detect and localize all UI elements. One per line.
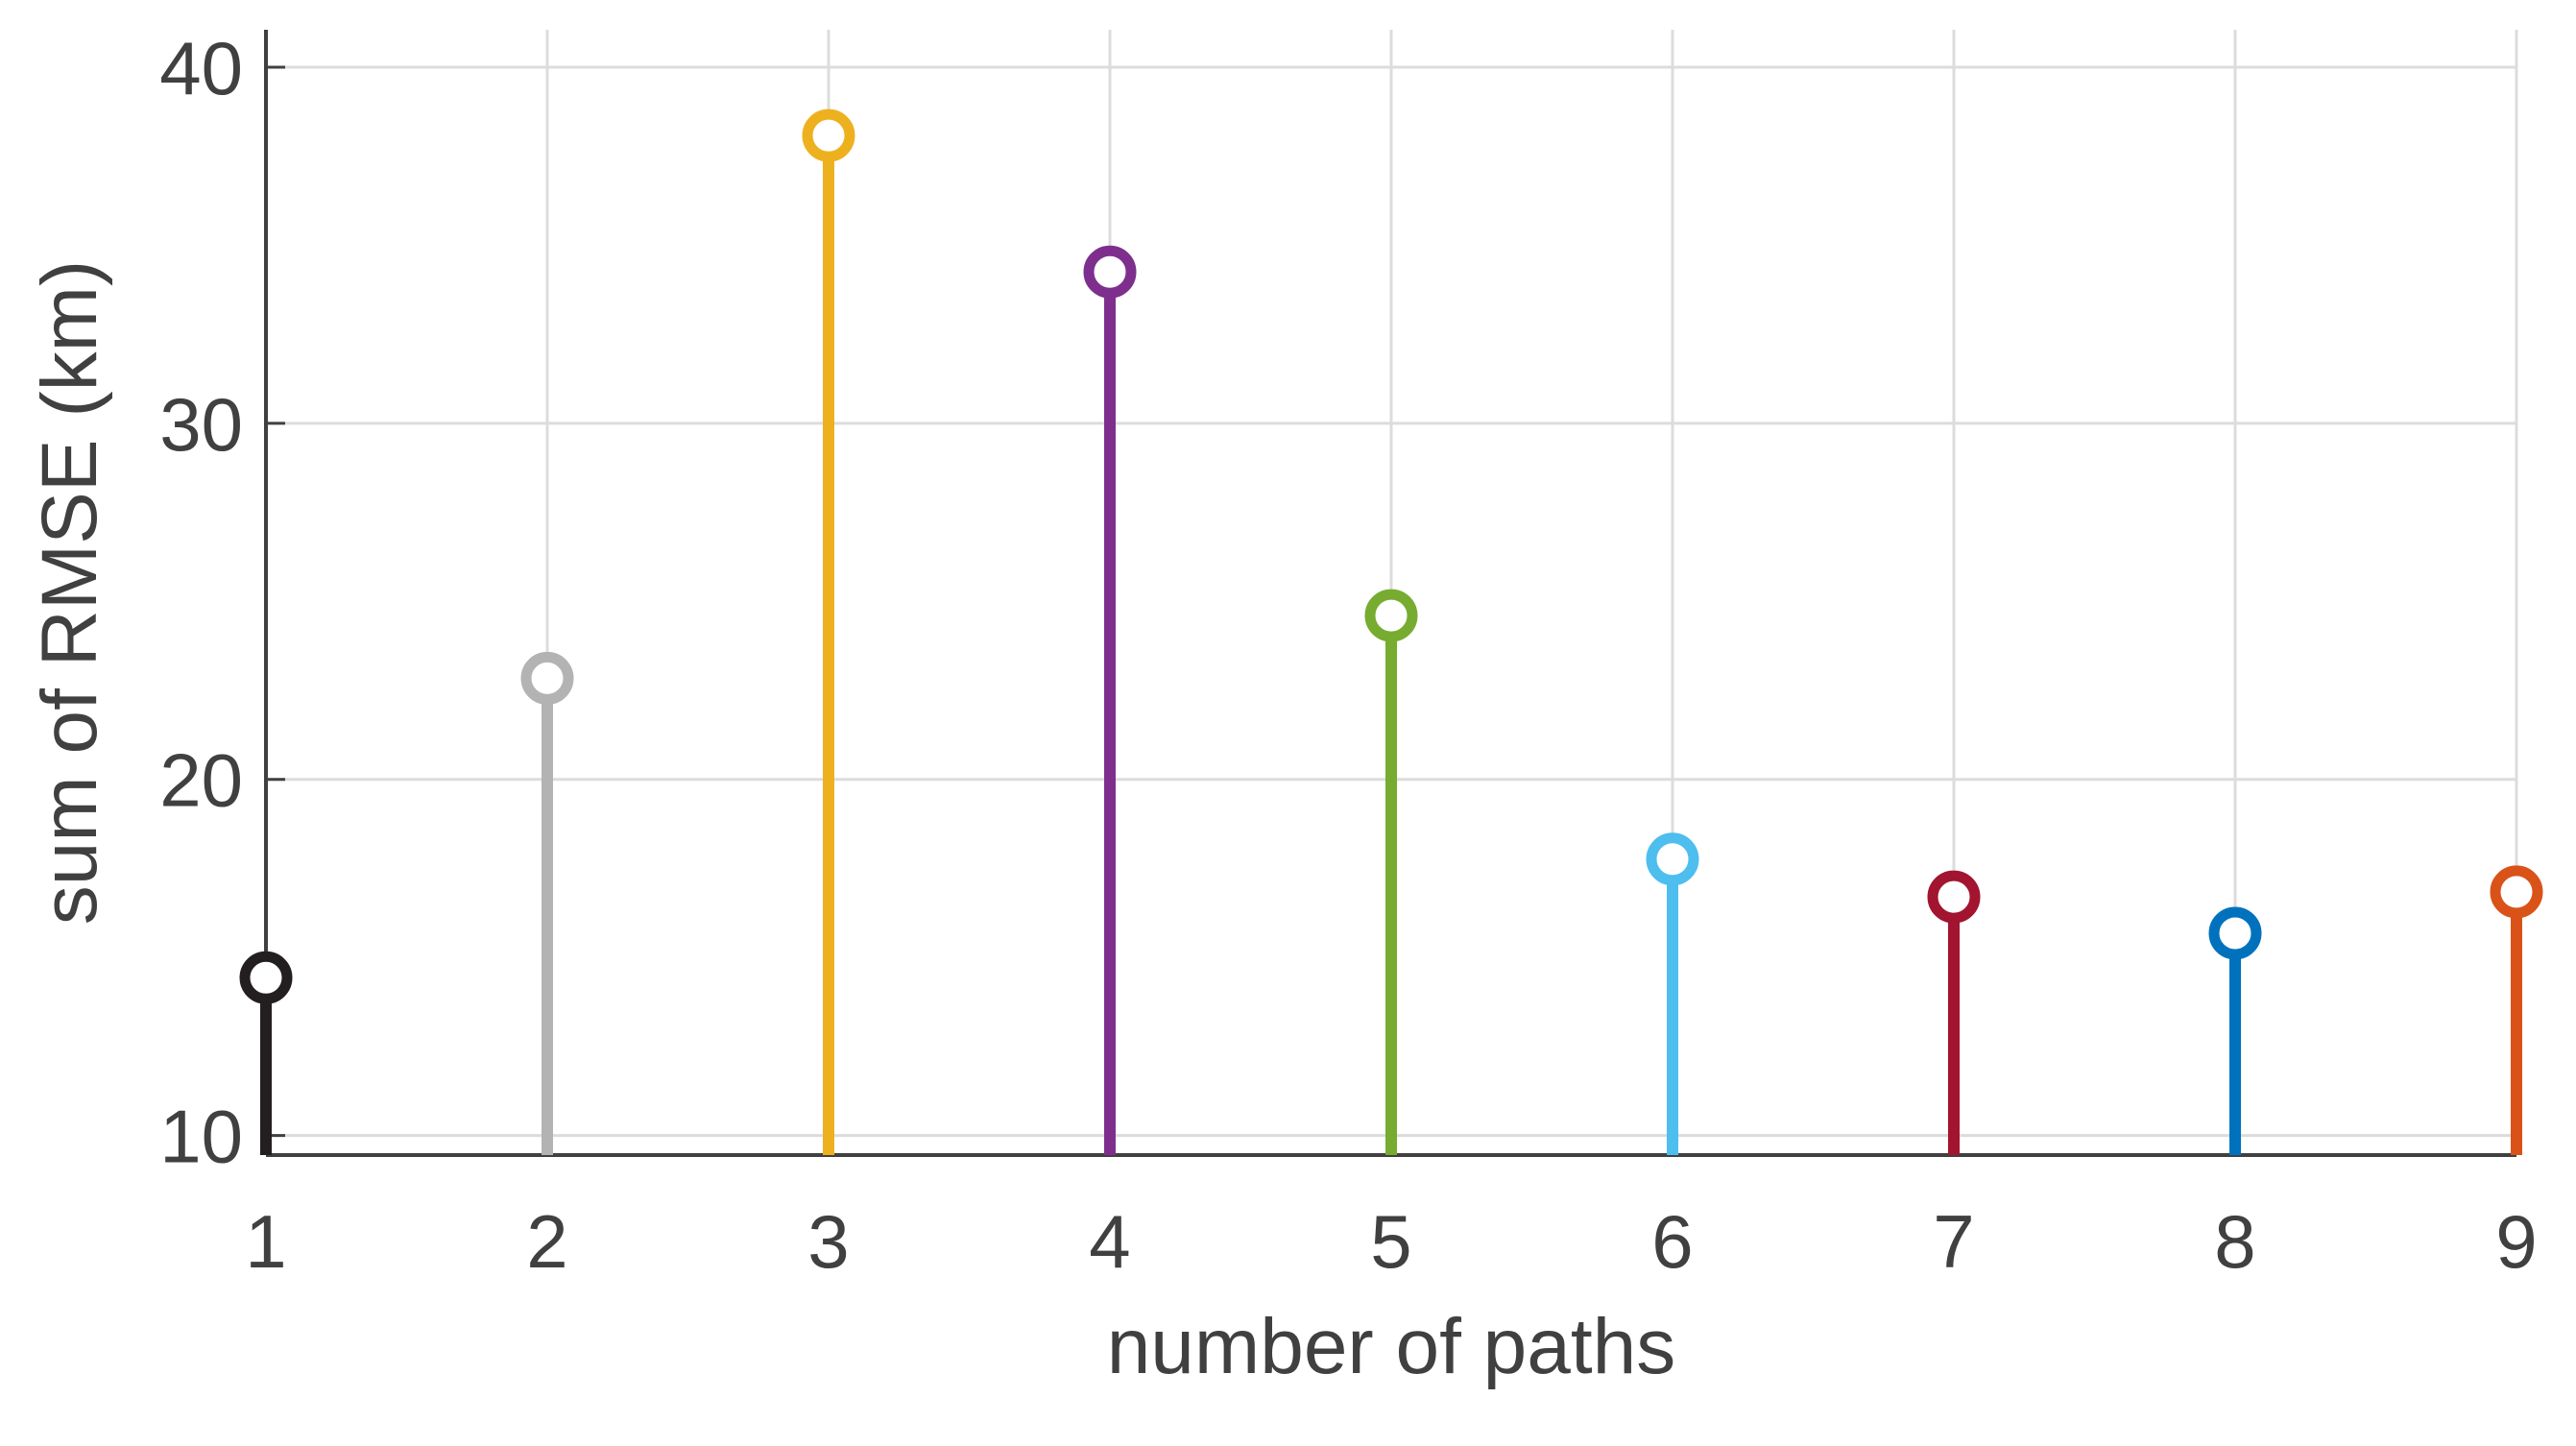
x-axis-label: number of paths <box>1107 1303 1676 1390</box>
y-tick-label: 40 <box>159 26 243 110</box>
stem-marker <box>1927 870 1981 924</box>
x-tick-label: 6 <box>1651 1199 1693 1284</box>
stem-marker <box>520 651 574 705</box>
x-tick-label: 9 <box>2495 1199 2537 1284</box>
stem-marker <box>2490 865 2543 919</box>
x-tick-label: 1 <box>245 1199 286 1284</box>
stem-marker <box>802 108 855 162</box>
stem-marker <box>2208 906 2262 960</box>
grid: 10 20 30 40 1 2 3 4 5 6 7 8 9 <box>159 26 2537 1284</box>
y-tick-label: 30 <box>159 382 243 467</box>
x-tick-label: 4 <box>1089 1199 1130 1284</box>
stem-marker <box>239 951 293 1004</box>
y-tick-label: 10 <box>159 1095 243 1179</box>
stem-marker <box>1083 245 1137 299</box>
x-tick-label: 2 <box>526 1199 567 1284</box>
stem-marker <box>1646 832 1699 886</box>
y-tick-label: 20 <box>159 738 243 823</box>
y-axis-label: sum of RMSE (km) <box>26 260 113 925</box>
stem-marker <box>1364 589 1418 642</box>
x-tick-label: 7 <box>1933 1199 1974 1284</box>
x-tick-label: 5 <box>1370 1199 1411 1284</box>
x-tick-label: 8 <box>2214 1199 2255 1284</box>
x-tick-label: 3 <box>807 1199 849 1284</box>
marks <box>239 108 2543 1155</box>
